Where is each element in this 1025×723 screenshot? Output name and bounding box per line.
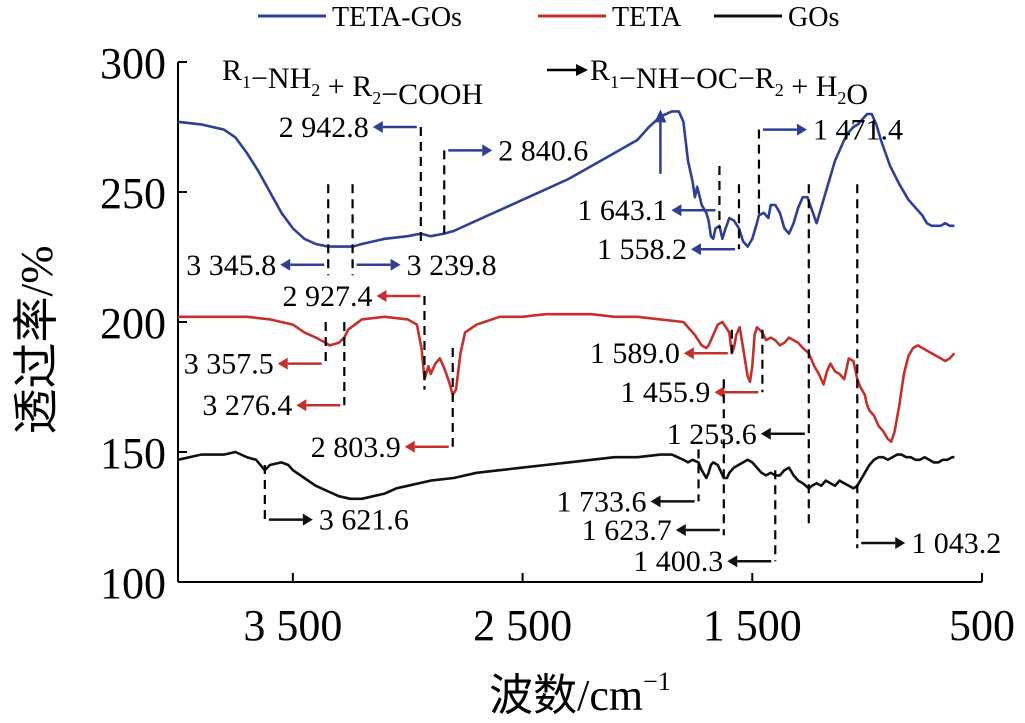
equation-text: R1−NH2 + R2−COOH (222, 54, 483, 111)
y-tick-label: 100 (100, 559, 166, 608)
peak-label: 2 927.4 (282, 280, 372, 313)
peak-arrow-head (650, 495, 661, 508)
reaction-arrow-head (576, 64, 588, 76)
peak-label: 1 400.3 (633, 545, 723, 578)
y-tick-label: 200 (100, 299, 166, 348)
peak-arrow-head (280, 258, 291, 271)
peak-label: 1 471.4 (813, 114, 903, 147)
peak-label: 1 589.0 (590, 337, 680, 370)
series-group (177, 110, 956, 501)
peak-label: 3 357.5 (184, 348, 274, 381)
peak-label: 1 043.2 (911, 527, 1001, 560)
peak-arrow-head (683, 347, 694, 360)
legend-label: TETA (612, 2, 682, 33)
legend-label: TETA-GOs (332, 2, 462, 33)
peak-label: 1 643.1 (577, 194, 667, 227)
series-line-teta (178, 312, 956, 443)
peak-label: 1 733.6 (557, 485, 647, 518)
y-tick-label: 250 (100, 169, 166, 218)
peak-arrow-head (302, 513, 313, 526)
axes: 100 150 200 250 300 3 500 2 500 1 500 500 (100, 39, 1015, 650)
peak-arrow-head (690, 243, 701, 256)
peak-arrow-head (390, 258, 401, 271)
series-line-gos (177, 450, 955, 501)
peak-arrow-head (296, 399, 307, 412)
x-tick-label: 3 500 (243, 601, 342, 650)
reaction-equation: R1−NH2 + R2−COOH R1−NH−OC−R2 + H2O (222, 54, 868, 174)
equation-product-text: R1−NH−OC−R2 + H2O (590, 54, 868, 111)
y-tick-label: 150 (100, 429, 166, 478)
peak-arrow-head (671, 204, 682, 217)
peak-label: 1 455.9 (620, 376, 710, 409)
x-axis-label: 波数/cm−1 (489, 667, 671, 720)
peak-label: 3 276.4 (202, 389, 292, 422)
peak-label: 3 621.6 (319, 504, 409, 537)
peak-annotations: 2 942.8 2 840.6 3 345.8 3 239.8 1 643.1 1 558… (184, 111, 1002, 578)
legend: TETA-GOs TETA GOs (258, 2, 839, 33)
peak-arrow-head (277, 357, 288, 370)
peak-arrow-head (404, 440, 415, 453)
peak-arrow-head (895, 537, 906, 549)
peak-arrow-head (714, 386, 725, 399)
peak-label: 3 345.8 (186, 249, 276, 282)
peak-arrow-head (675, 524, 686, 536)
peak-arrow-head (796, 123, 807, 136)
peak-label: 1 623.7 (582, 514, 672, 547)
y-axis-label: 透过率/% (11, 245, 62, 434)
peak-arrow-head (482, 144, 493, 157)
y-tick-label: 300 (100, 39, 166, 88)
x-tick-label: 1 500 (703, 601, 802, 650)
x-tick-label: 500 (949, 601, 1015, 650)
x-tick-label: 2 500 (473, 601, 572, 650)
peak-label: 2 942.8 (279, 111, 369, 144)
series-line-teta-gos (177, 110, 955, 248)
peak-label: 3 239.8 (407, 249, 497, 282)
peak-arrow-head (372, 121, 383, 133)
legend-label: GOs (788, 2, 839, 33)
peak-label: 2 840.6 (498, 134, 588, 167)
peak-label: 2 803.9 (311, 431, 401, 464)
peak-arrow-head (727, 555, 738, 568)
peak-arrow-head (376, 290, 387, 302)
peak-label: 1 558.2 (597, 233, 687, 266)
peak-label: 1 253.6 (667, 418, 757, 451)
peak-arrow-head (760, 427, 771, 440)
